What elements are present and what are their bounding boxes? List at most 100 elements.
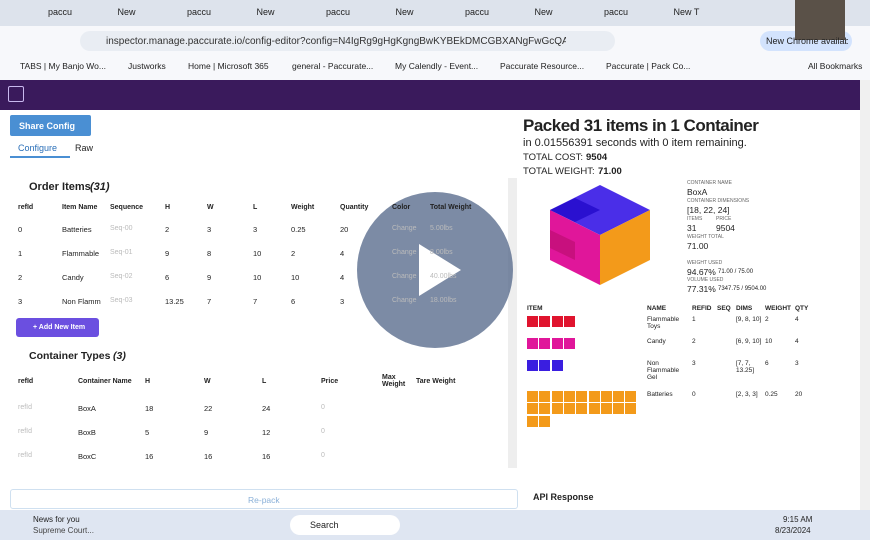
item-square [539,391,551,402]
item-square [600,391,612,402]
cell: 1 [18,249,23,258]
bookmark[interactable]: All Bookmarks [808,61,863,71]
browser-tab[interactable]: New T [673,7,700,17]
color-button[interactable]: Change [392,249,417,256]
item-square [539,415,551,427]
cell: 16 [204,452,213,461]
bookmark[interactable]: Home | Microsoft 365 [188,61,269,71]
bookmark[interactable]: Paccurate | Pack Co... [606,61,691,71]
item-square [527,415,538,427]
info-label: VOLUME USED [687,277,724,283]
add-item-button[interactable] [16,318,99,337]
cell: [6, 9, 10] [736,338,762,345]
url: inspector.manage.paccurate.io/config-edi… [106,36,566,47]
bookmark[interactable]: Paccurate Resource... [500,61,585,71]
repack-button[interactable]: Re-pack [248,495,280,505]
bookmark[interactable]: Justworks [128,61,166,71]
browser-tab[interactable]: paccu [465,7,490,17]
item-square [527,403,538,415]
value: 71.00 [598,166,622,177]
browser-tab[interactable]: paccu [326,7,351,17]
panel-scrollbar [508,178,517,468]
search-box[interactable] [290,515,400,535]
browser-tab[interactable]: paccu [604,7,629,17]
configure-tab[interactable]: Configure [18,143,58,153]
cell: 0 [321,428,325,435]
info-value: BoxA [687,187,708,197]
column-header: ITEM [527,305,543,312]
column-header: refId [18,378,34,385]
cell: 0.25 [765,391,778,398]
share-button[interactable] [10,115,91,136]
info-value: 9504 [716,223,735,233]
bookmark[interactable]: general - Paccurate... [292,61,374,71]
section-title: Order Items [29,181,91,193]
browser-tab[interactable]: New [117,7,136,17]
cell: refId [18,404,33,411]
cell: 24 [262,404,271,413]
logo [8,86,24,102]
address-field[interactable] [80,31,615,51]
color-button[interactable]: Change [392,297,417,304]
cell: 22 [204,404,213,413]
cell: 3 [340,297,345,306]
column-header: Sequence [110,204,144,211]
raw-tab[interactable]: Raw [75,143,94,153]
browser-tab[interactable]: New [534,7,553,17]
column-header: Max Weight [382,374,406,388]
cell: 4 [340,273,345,282]
cell: 20 [795,391,803,398]
cell: 2 [165,225,170,234]
cell: 8.00lbs [430,249,453,256]
cell: 6 [165,273,170,282]
item-square [563,403,575,415]
cell: 3 [692,360,696,367]
play-overlay[interactable] [357,192,513,348]
info-value: 94.67% [687,267,716,277]
cell: Non Flammable Gel [647,360,680,381]
cell: 0 [321,452,325,459]
bookmark[interactable]: TABS | My Banjo Wo... [20,61,106,71]
repack-button[interactable] [10,489,518,509]
cell: Non Flamm [62,297,101,306]
cell: 0.25 [291,225,306,234]
browser-tab[interactable]: paccu [48,7,73,17]
search-box: Search [310,520,339,530]
browser-tab[interactable]: New [395,7,414,17]
column-header: Tare Weight [416,378,456,385]
browser-tab[interactable]: New [256,7,275,17]
app-header [0,80,860,110]
cell: 4 [340,249,345,258]
share-button[interactable]: Share Config [19,121,76,131]
info-label: CONTAINER NAME [687,180,732,186]
news-widget: News for you [33,515,80,524]
color-button[interactable]: Change [392,273,417,280]
cell: BoxC [78,452,97,461]
cell: 3 [795,360,799,367]
color-button[interactable]: Change [392,225,417,232]
item-square [539,316,551,327]
info-detail: 71.00 / 75.00 [718,268,754,275]
cell: 16 [145,452,154,461]
cell: Candy [62,273,84,282]
browser-tab[interactable]: paccu [187,7,212,17]
item-square [563,316,575,327]
item-square [527,391,538,402]
update-button[interactable]: New Chrome available [766,36,848,46]
item-square [625,403,637,415]
item-square [551,403,563,415]
column-header: L [262,378,267,385]
cell: Seq-02 [110,273,133,280]
bookmark[interactable]: My Calendly - Event... [395,61,479,71]
cell: 13.25 [165,297,184,306]
info-label: CONTAINER DIMENSIONS [687,198,750,204]
add-item-button[interactable]: + Add New Item [33,324,86,331]
item-square [588,391,600,402]
info-label: WEIGHT USED [687,260,723,266]
item-square [551,338,563,349]
cell: 7 [207,297,212,306]
column-header: Item Name [62,204,98,211]
item-square [600,403,612,415]
cell: Seq-01 [110,249,133,256]
scrollbar [860,80,870,510]
